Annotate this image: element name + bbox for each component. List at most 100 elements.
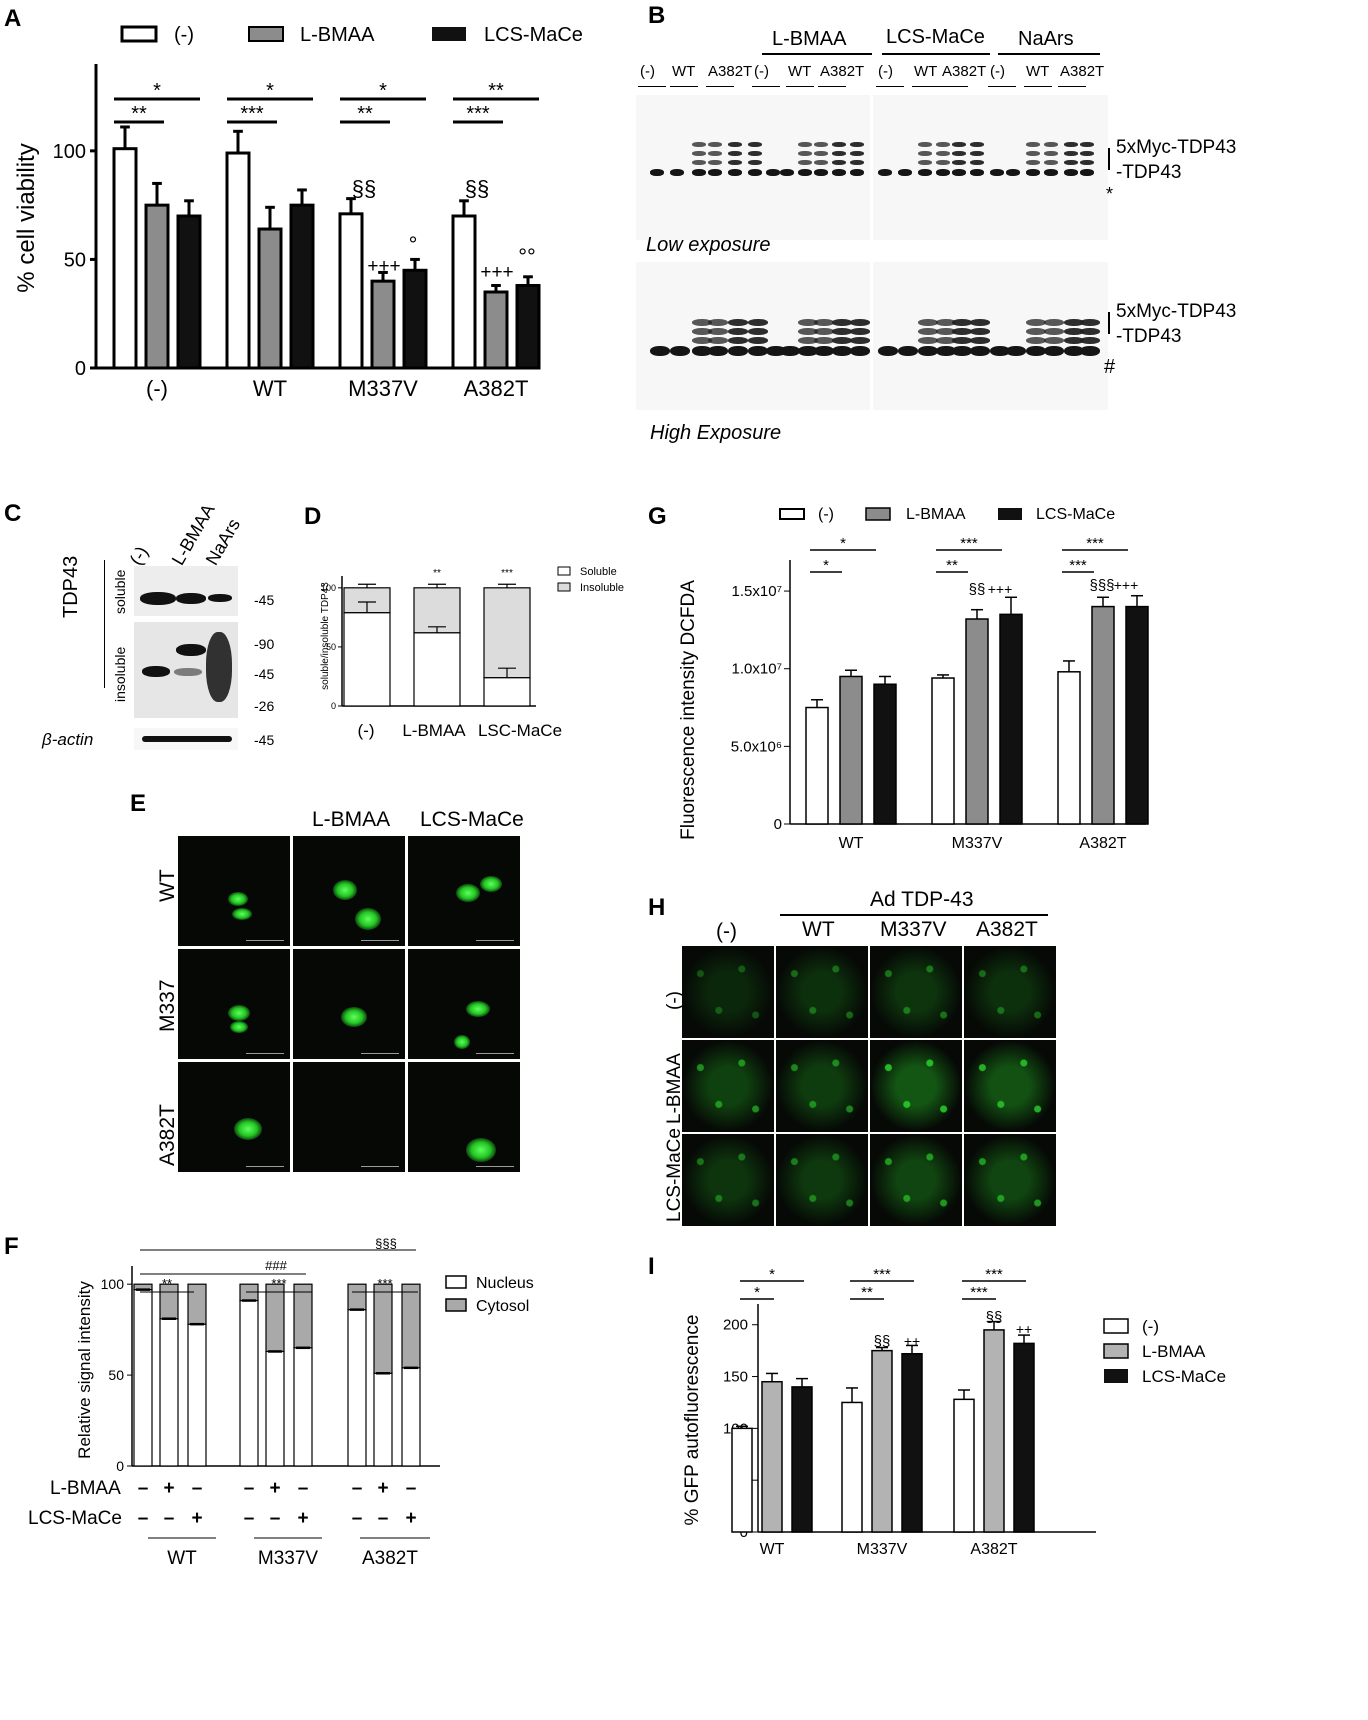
blot-band-upper-blotLow-2-1 bbox=[692, 160, 706, 165]
blot-band-upper-blotHigh-23-3 bbox=[1080, 319, 1101, 327]
legend-d: Soluble Insoluble bbox=[557, 566, 624, 594]
blot-band-upper-blotLow-4-2 bbox=[728, 151, 742, 156]
blot-band-upper-blotHigh-11-2 bbox=[850, 328, 871, 336]
lane-b-line-10 bbox=[1024, 86, 1052, 87]
blot-band-main-blotLow-5 bbox=[748, 169, 762, 176]
blot-band-upper-blotHigh-21-2 bbox=[1044, 328, 1065, 336]
blot-band-main-blotLow-3 bbox=[708, 169, 722, 176]
g-sig-top-1: *** bbox=[960, 535, 978, 552]
d-group-label-2: LSC-MaCe bbox=[478, 721, 562, 740]
blot-band-main-blotHigh-11 bbox=[850, 346, 871, 357]
legend-d-item-2: Insoluble bbox=[580, 582, 624, 594]
panel-c: C (-) L-BMAA NaArs TDP43 soluble insolub… bbox=[0, 480, 300, 760]
g-ytick-label-3: 1.5x10⁷ bbox=[732, 583, 782, 600]
f-sign-lcs-1: – bbox=[164, 1508, 175, 1529]
f-bar-nucleus-4 bbox=[265, 1350, 285, 1467]
a-group-label-2: M337V bbox=[348, 376, 418, 401]
blot-band-upper-blotHigh-22-1 bbox=[1064, 337, 1085, 345]
blot-band-upper-blotLow-15-2 bbox=[936, 151, 950, 156]
f-sign-bmaa-8: – bbox=[406, 1478, 417, 1499]
label-soluble: soluble bbox=[112, 569, 128, 614]
blot-band-upper-blotHigh-21-1 bbox=[1044, 337, 1065, 345]
i-sig-bot-2: *** bbox=[970, 1284, 988, 1301]
d-ytick-label-2: 100 bbox=[321, 583, 336, 593]
blot-band-upper-blotLow-9-3 bbox=[814, 142, 828, 147]
f-sign-lcs-6: – bbox=[352, 1508, 363, 1529]
blot-band-upper-blotLow-2-2 bbox=[692, 151, 706, 156]
a-sig-top-3: ** bbox=[488, 80, 504, 102]
legend-a-item-3: LCS-MaCe bbox=[484, 24, 583, 46]
blot-band-main-blotHigh-21 bbox=[1044, 346, 1065, 357]
f-ytick-label-2: 100 bbox=[101, 1276, 125, 1292]
a-group-label-1: WT bbox=[253, 376, 287, 401]
lane-b-10: WT bbox=[1026, 63, 1050, 80]
nucleus-e-5-1 bbox=[454, 1035, 470, 1049]
y-axis-label-i: % GFP autofluorescence bbox=[682, 1315, 703, 1526]
lane-b-7: WT bbox=[914, 63, 938, 80]
blot-band-upper-blotHigh-23-2 bbox=[1080, 328, 1101, 336]
micrograph-h-0-0 bbox=[682, 946, 774, 1038]
blot-band-upper-blotLow-16-2 bbox=[952, 151, 966, 156]
blot-low-label: Low exposure bbox=[646, 234, 771, 256]
micrograph-h-2-3 bbox=[964, 1134, 1056, 1226]
panel-d-chart: D soluble/insoluble TDP43 0 50 100 (-) L-BM… bbox=[304, 503, 624, 740]
blot-band-main-blotLow-17 bbox=[970, 169, 984, 176]
mw-c-2: -90 bbox=[254, 636, 275, 652]
a-bar-2-2 bbox=[402, 268, 428, 370]
a-sig-top-0: * bbox=[153, 80, 161, 102]
row-f-lcs: LCS-MaCe bbox=[28, 1508, 122, 1529]
f-sign-lcs-3: – bbox=[244, 1508, 255, 1529]
i-bar-2-1 bbox=[983, 1329, 1005, 1533]
blot-band-upper-blotHigh-21-3 bbox=[1044, 319, 1065, 327]
blot-band-upper-blotLow-22-2 bbox=[1064, 151, 1078, 156]
a-sig-top-2: * bbox=[379, 80, 387, 102]
blot-band-upper-blotLow-8-2 bbox=[798, 151, 812, 156]
blot-band-upper-blotLow-3-3 bbox=[708, 142, 722, 147]
blot-band-upper-blotHigh-10-2 bbox=[832, 328, 853, 336]
blot-band-upper-blotHigh-17-3 bbox=[970, 319, 991, 327]
micrograph-h-0-3 bbox=[964, 946, 1056, 1038]
blot-band-upper-blotLow-10-3 bbox=[832, 142, 846, 147]
a-group-label-3: A382T bbox=[464, 376, 529, 401]
f-bar-cytosol-7 bbox=[373, 1283, 393, 1374]
blot-band-main-blotHigh-2 bbox=[692, 346, 713, 357]
scale-bar-e-2 bbox=[476, 940, 514, 941]
blot-band-upper-blotLow-9-1 bbox=[814, 160, 828, 165]
blot-header-lcs: LCS-MaCe bbox=[886, 26, 985, 48]
blot-band-upper-blotHigh-8-1 bbox=[798, 337, 819, 345]
g-bar-0-2 bbox=[873, 683, 897, 825]
blot-band-main-blotLow-7 bbox=[780, 169, 794, 176]
blot-band-upper-blotHigh-17-2 bbox=[970, 328, 991, 336]
i-mark-4: ++ bbox=[1016, 1321, 1032, 1337]
panel-e: E L-BMAA LCS-MaCe WT M337 A382T bbox=[130, 790, 630, 1190]
i-sig-top-1: *** bbox=[873, 1266, 891, 1283]
lane-b-line-8 bbox=[940, 86, 968, 87]
f-sign-bmaa-3: – bbox=[244, 1478, 255, 1499]
blot-band-upper-blotLow-9-2 bbox=[814, 151, 828, 156]
d-ytick-label-0: 0 bbox=[331, 701, 336, 711]
g-bar-2-1 bbox=[1091, 605, 1115, 825]
i-bar-1-1 bbox=[871, 1349, 893, 1533]
f-sign-lcs-8: + bbox=[405, 1508, 416, 1529]
d-group-label-1: L-BMAA bbox=[402, 721, 466, 740]
f-sign-lcs-0: – bbox=[138, 1508, 149, 1529]
i-mark-2: ++ bbox=[904, 1333, 920, 1349]
g-group-label-2: A382T bbox=[1079, 835, 1126, 852]
blot-band-main-blotLow-4 bbox=[728, 169, 742, 176]
blot-band-main-blotLow-20 bbox=[1026, 169, 1040, 176]
f-bar-cytosol-8 bbox=[401, 1283, 421, 1369]
scale-bar-e-8 bbox=[476, 1166, 514, 1167]
blot-high-exposure bbox=[636, 262, 1108, 410]
label-myc-tdp43-low: 5xMyc-TDP43 bbox=[1116, 137, 1237, 158]
nucleus-e-1-0 bbox=[333, 880, 357, 900]
nucleus-e-0-0 bbox=[228, 892, 248, 906]
blot-band-upper-blotLow-20-3 bbox=[1026, 142, 1040, 147]
blot-band-upper-blotHigh-22-2 bbox=[1064, 328, 1085, 336]
col-h-2: WT bbox=[802, 918, 835, 941]
blot-band-upper-blotHigh-3-3 bbox=[708, 319, 729, 327]
lane-b-0: (-) bbox=[640, 63, 655, 80]
blot-band-upper-blotHigh-5-1 bbox=[748, 337, 769, 345]
blot-band-main-blotLow-6 bbox=[766, 169, 780, 176]
f-sign-bmaa-7: + bbox=[377, 1478, 388, 1499]
micrograph-h-0-1 bbox=[776, 946, 868, 1038]
